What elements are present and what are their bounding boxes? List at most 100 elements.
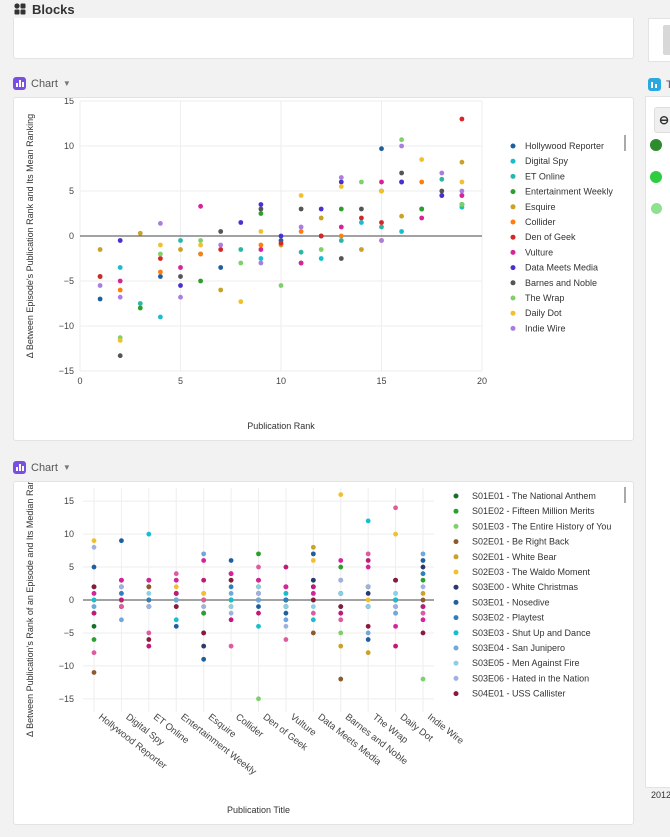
data-point: [97, 283, 103, 288]
data-point: [228, 584, 234, 590]
chevron-down-icon[interactable]: ▼: [62, 79, 71, 88]
legend-marker: [453, 615, 459, 621]
third-block-label: T: [666, 78, 670, 91]
data-point: [278, 233, 284, 239]
data-point: [158, 221, 163, 226]
y-tick-label: −15: [59, 694, 74, 704]
legend-scrollbar: [624, 487, 626, 503]
third-block-header[interactable]: T: [648, 78, 670, 91]
data-point: [256, 696, 261, 702]
data-point: [365, 604, 371, 609]
data-point: [201, 656, 207, 662]
data-point: [178, 265, 183, 270]
data-point: [146, 637, 152, 642]
data-point: [310, 630, 316, 636]
data-point: [158, 242, 163, 248]
data-point: [218, 247, 224, 252]
legend-item: S01E01 - The National Anthem: [472, 491, 596, 501]
data-point: [459, 116, 465, 122]
data-point: [283, 597, 289, 603]
data-point: [310, 610, 316, 616]
panel-toggle-button[interactable]: ⊖: [654, 107, 670, 133]
data-point: [218, 287, 224, 293]
data-point: [198, 278, 204, 284]
data-point: [420, 551, 426, 557]
data-point: [119, 591, 124, 596]
data-point: [173, 604, 179, 609]
x-tick-label: 10: [276, 376, 286, 386]
data-point: [298, 229, 304, 234]
data-point: [198, 238, 204, 243]
legend-item: S01E03 - The Entire History of You: [472, 521, 611, 531]
legend-item: The Wrap: [525, 293, 564, 303]
data-point: [178, 283, 183, 288]
data-point: [146, 531, 152, 537]
legend-marker: [510, 280, 516, 286]
data-point: [439, 170, 445, 176]
data-point: [218, 242, 224, 248]
data-point: [393, 610, 398, 616]
data-point: [256, 577, 261, 583]
y-tick-label: −10: [59, 321, 74, 331]
legend-marker: [453, 539, 459, 545]
data-point: [338, 238, 344, 243]
data-point: [318, 247, 324, 252]
x-tick-label: Indie Wire: [425, 712, 465, 747]
data-point: [178, 247, 183, 252]
data-point: [198, 242, 204, 248]
legend-marker: [510, 158, 516, 164]
data-point: [318, 215, 324, 221]
data-point: [420, 564, 426, 570]
data-point: [318, 233, 324, 239]
data-point: [137, 230, 143, 236]
data-point: [310, 551, 316, 557]
data-point: [146, 577, 152, 583]
data-point: [117, 287, 123, 293]
y-axis-label: Δ Between Publication's Rank of an Episo…: [25, 482, 35, 737]
data-point: [365, 564, 371, 570]
data-point: [283, 617, 289, 623]
legend-marker: [453, 569, 459, 575]
data-point: [258, 256, 264, 261]
legend-item: S02E03 - The Waldo Moment: [472, 567, 591, 577]
y-tick-label: 0: [69, 595, 74, 605]
legend-marker: [453, 508, 459, 514]
data-point: [173, 584, 179, 590]
chart2-header[interactable]: Chart ▼: [13, 461, 71, 474]
legend-marker: [510, 173, 516, 179]
data-point: [158, 274, 163, 279]
data-point: [173, 623, 179, 629]
data-point: [298, 224, 304, 230]
legend-item: S03E05 - Men Against Fire: [472, 658, 580, 668]
data-point: [256, 597, 261, 603]
data-point: [91, 623, 97, 629]
data-point: [228, 643, 234, 649]
data-point: [399, 143, 404, 149]
chevron-down-icon[interactable]: ▼: [62, 463, 71, 472]
data-point: [310, 617, 316, 623]
legend-marker: [510, 265, 516, 271]
legend-item: S04E01 - USS Callister: [472, 689, 566, 699]
data-point: [278, 240, 284, 246]
data-point: [256, 551, 261, 557]
data-point: [420, 604, 426, 609]
data-point: [420, 591, 426, 596]
data-point: [238, 299, 244, 305]
data-point: [201, 577, 207, 583]
table-icon: [648, 78, 661, 91]
chart1-header[interactable]: Chart ▼: [13, 77, 71, 90]
data-point: [218, 265, 224, 270]
y-tick-label: 15: [64, 98, 74, 106]
legend-item: Daily Dot: [525, 308, 562, 318]
legend-marker: [510, 295, 516, 301]
data-point: [146, 630, 152, 636]
data-point: [393, 623, 398, 629]
data-point: [283, 564, 289, 570]
legend-item: Digital Spy: [525, 156, 569, 166]
data-point: [459, 193, 465, 198]
data-point: [228, 604, 234, 609]
y-axis-label: Δ Between Episode's Publication Rank and…: [25, 114, 35, 358]
data-point: [238, 247, 244, 252]
legend-marker: [453, 523, 459, 529]
y-tick-label: 10: [64, 529, 74, 539]
